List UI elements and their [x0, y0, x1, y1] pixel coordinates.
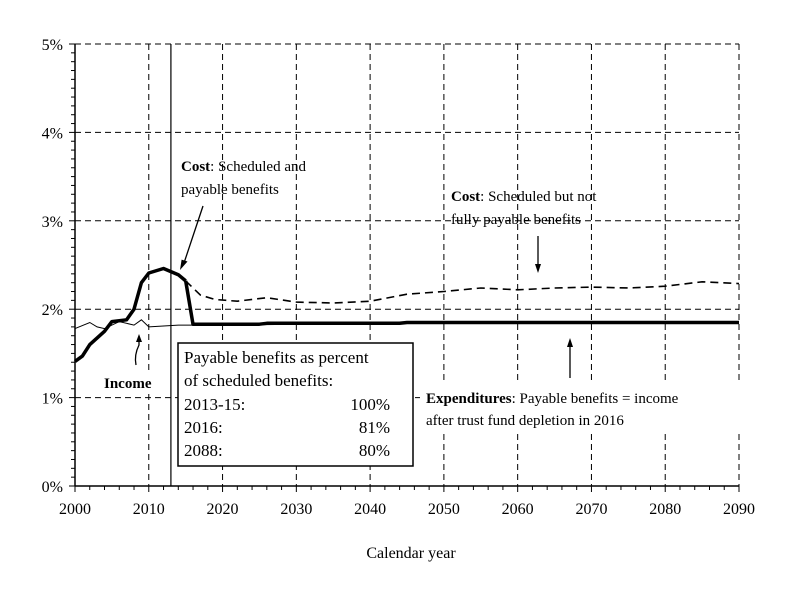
x-tick-label: 2060: [502, 501, 534, 518]
annotation-expenditures-line1: Expenditures: Payable benefits = income: [426, 391, 679, 407]
arrow-cost-payable: [183, 205, 204, 264]
y-tick-label: 0%: [42, 479, 63, 496]
legend-title-line2: of scheduled benefits:: [184, 371, 333, 390]
arrow-income: [134, 340, 140, 366]
legend-row-value: 100%: [350, 395, 390, 414]
annotation-income: Income: [104, 376, 152, 392]
y-tick-label: 2%: [42, 302, 63, 319]
annotation-cost-not-payable-line1: Cost: Scheduled but not: [451, 189, 597, 205]
income-label-bg: [100, 372, 164, 394]
x-tick-label: 2050: [428, 501, 460, 518]
y-tick-label: 4%: [42, 125, 63, 142]
x-tick-label: 2090: [723, 501, 755, 518]
legend-row-label: 2016:: [184, 418, 223, 437]
legend-row-label: 2088:: [184, 441, 223, 460]
arrowhead-expenditures: [567, 338, 573, 347]
y-tick-label: 1%: [42, 391, 63, 408]
x-axis-title: Calendar year: [366, 545, 456, 562]
x-tick-label: 2020: [207, 501, 239, 518]
annotation-cost-scheduled-payable-line1: Cost: Scheduled and: [181, 159, 306, 175]
y-tick-label: 5%: [42, 37, 63, 54]
annotation-cost-scheduled-payable-line2: payable benefits: [181, 182, 279, 198]
arrowhead-cost-not-payable: [535, 264, 541, 273]
x-tick-label: 2070: [575, 501, 607, 518]
legend-row-value: 81%: [359, 418, 390, 437]
expenditures-label-bg: [420, 384, 742, 430]
x-tick-label: 2030: [280, 501, 312, 518]
series-line: [183, 280, 739, 326]
series-line: [185, 280, 740, 304]
x-tick-label: 2000: [59, 501, 91, 518]
grid: [75, 43, 740, 486]
arrowhead-cost-payable: [180, 259, 188, 270]
series-group: [73, 266, 740, 363]
annotation-arrows: [134, 205, 573, 378]
legend-row-value: 80%: [359, 441, 390, 460]
annotation-expenditures-line2: after trust fund depletion in 2016: [426, 413, 624, 429]
legend-box: Payable benefits as percent of scheduled…: [177, 342, 414, 467]
legend-row-label: 2013-15:: [184, 395, 245, 414]
axes: 0% 1% 2% 3% 4% 5% 2000 2010 2020 2030 2040 2050 2060…: [42, 37, 755, 518]
arrowhead-income: [136, 334, 142, 342]
x-tick-label: 2040: [354, 501, 386, 518]
y-tick-label: 3%: [42, 214, 63, 231]
series-line: [73, 266, 187, 363]
x-tick-label: 2010: [133, 501, 165, 518]
legend-title-line1: Payable benefits as percent: [184, 348, 369, 367]
legend-border: [177, 342, 414, 467]
x-tick-label: 2080: [649, 501, 681, 518]
annotation-cost-not-payable-line2: fully payable benefits: [451, 212, 581, 228]
